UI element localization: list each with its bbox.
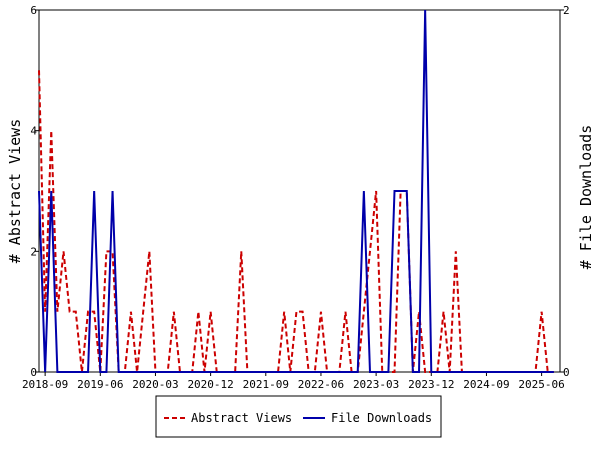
x-axis-tick-labels: 2018-09 2019-06 2020-03 2020-12 2021-09 2022-… — [22, 378, 565, 391]
left-y-axis-tick-labels: 0 2 4 6 — [30, 4, 37, 379]
x-tick-label: 2024-09 — [463, 378, 509, 391]
left-y-tick-label: 4 — [30, 125, 37, 138]
x-tick-label: 2020-12 — [187, 378, 233, 391]
x-tick-label: 2025-06 — [518, 378, 564, 391]
x-tick-label: 2022-06 — [298, 378, 344, 391]
x-tick-label: 2021-09 — [243, 378, 289, 391]
series-lines — [38, 9, 554, 373]
x-tick-label: 2023-12 — [408, 378, 454, 391]
right-y-tick-label: 2 — [563, 4, 570, 17]
file-downloads-line — [38, 9, 554, 373]
left-y-tick-label: 6 — [30, 4, 37, 17]
legend-box — [155, 395, 442, 438]
left-y-tick-label: 0 — [30, 366, 37, 379]
legend-label-file-downloads: File Downloads — [331, 411, 432, 425]
x-tick-label: 2018-09 — [22, 378, 68, 391]
right-y-tick-label: 0 — [563, 366, 570, 379]
right-y-axis-title: # File Downloads — [577, 125, 595, 270]
left-y-tick-label: 2 — [30, 245, 37, 258]
left-y-axis-title: # Abstract Views — [6, 119, 24, 264]
legend-label-abstract-views: Abstract Views — [191, 411, 292, 425]
legend: Abstract Views File Downloads — [155, 395, 442, 438]
right-y-axis-tick-labels: 02 — [563, 4, 570, 379]
right-y-axis-ticks — [560, 9, 564, 373]
x-tick-label: 2019-06 — [77, 378, 123, 391]
x-tick-label: 2020-03 — [132, 378, 178, 391]
x-tick-label: 2023-03 — [353, 378, 399, 391]
left-y-axis-ticks — [35, 9, 39, 373]
